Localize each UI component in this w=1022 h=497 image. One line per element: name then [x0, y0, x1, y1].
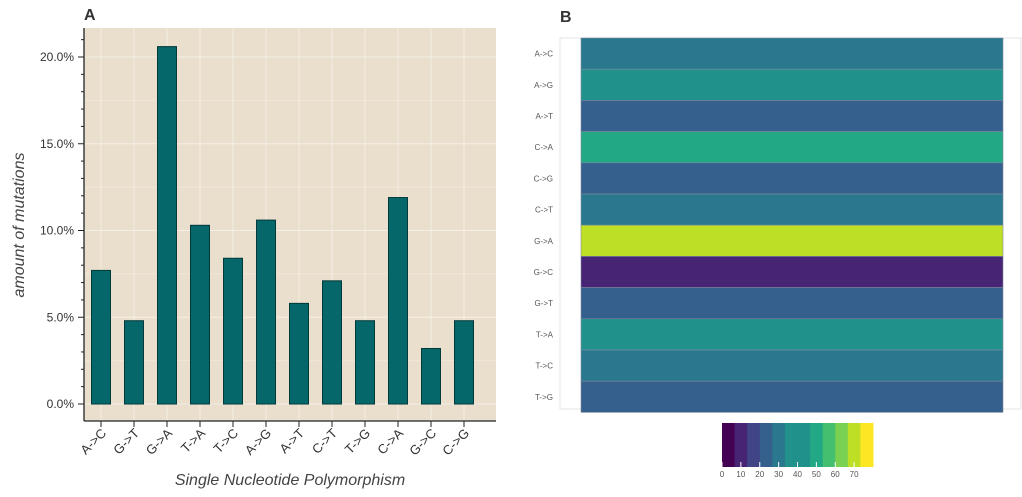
heatmap-cell	[580, 131, 1004, 164]
heatmap-cell	[580, 162, 1004, 195]
panel-b: B A->C A->G A->T C->A C->G C->T G->A G->C G->T T-…	[510, 0, 1022, 492]
bar	[355, 320, 375, 405]
heatmap-cells	[580, 37, 1004, 413]
row-label: T->A	[536, 330, 554, 339]
x-tick-label: G->C	[406, 426, 439, 459]
bar	[421, 347, 441, 405]
heatmap-cell	[580, 287, 1004, 320]
y-tick-label: 15.0%	[40, 137, 74, 151]
x-tick-label: A->G	[242, 426, 274, 458]
colorbar-tick-label: 30	[774, 470, 783, 479]
panel-a-label: A	[84, 7, 96, 24]
colorbar: 0 10 20 30 40 50 60 70	[720, 423, 874, 479]
y-tick-label: 0.0%	[47, 397, 75, 411]
row-label: G->T	[535, 299, 554, 308]
colorbar-segment	[860, 423, 874, 467]
heatmap-cell	[580, 224, 1004, 257]
row-label: T->C	[535, 362, 553, 371]
x-tick-label: C->G	[439, 426, 472, 459]
colorbar-segment	[747, 423, 761, 467]
x-tick-label: A->T	[276, 425, 307, 456]
colorbar-segment	[822, 423, 836, 467]
row-labels: A->C A->G A->T C->A C->G C->T G->A G->C G->T T->A…	[534, 50, 554, 402]
bar-chart: A 0.0%5.0%10.0%15.0%20.0% A->C G->T G->A T-…	[11, 7, 496, 489]
colorbar-segment	[847, 423, 861, 467]
heatmap-cell	[580, 193, 1004, 226]
bar	[388, 197, 408, 405]
x-tick-label: G->T	[110, 425, 142, 457]
heatmap-chart: B A->C A->G A->T C->A C->G C->T G->A G->C G->T T-…	[534, 9, 1022, 479]
bar	[223, 257, 243, 405]
x-tick-label: G->A	[143, 425, 176, 458]
colorbar-tick-label: 40	[793, 470, 802, 479]
colorbar-segment	[784, 423, 798, 467]
heatmap-cell	[580, 349, 1004, 382]
y-ticks: 0.0% 5.0% 10.0% 15.0% 20.0%	[40, 39, 84, 411]
colorbar-segment	[722, 423, 736, 467]
x-tick-label: T->A	[178, 425, 209, 456]
bar	[190, 224, 210, 405]
axes	[83, 28, 496, 422]
row-label: C->G	[534, 174, 553, 183]
colorbar-segment	[835, 423, 849, 467]
colorbar-tick-label: 70	[850, 470, 859, 479]
row-label: A->G	[534, 81, 553, 90]
bar	[289, 302, 309, 405]
colorbar-segment	[772, 423, 786, 467]
bar	[157, 46, 177, 405]
colorbar-segment	[810, 423, 824, 467]
panel-b-label: B	[560, 9, 572, 26]
heatmap-cell	[580, 100, 1004, 132]
colorbar-tick-label: 0	[720, 470, 725, 479]
bar	[91, 269, 111, 405]
row-label: G->C	[534, 268, 554, 277]
heatmap-cell	[580, 318, 1004, 351]
x-tick-label: A->C	[77, 426, 109, 458]
row-label: C->A	[535, 143, 554, 152]
colorbar-segment	[797, 423, 811, 467]
colorbar-tick-label: 60	[831, 470, 840, 479]
heatmap-cell	[580, 256, 1004, 288]
row-label: C->T	[535, 206, 553, 215]
colorbar-tick-label: 10	[736, 470, 745, 479]
y-tick-label: 20.0%	[40, 50, 74, 64]
bar	[256, 219, 276, 405]
colorbar-tick-label: 50	[812, 470, 821, 479]
colorbar-segment	[759, 423, 773, 467]
row-label: T->G	[535, 393, 553, 402]
row-label: A->T	[535, 112, 553, 121]
panel-a: A 0.0% 5.0% 10.0% 15.0% 20.0% A->C G->T G->A T-…	[0, 0, 510, 492]
x-tick-label: C->A	[374, 425, 406, 457]
x-ticks: A->C G->T G->A T->A T->C A->G A->T C->T T->G C->A…	[77, 421, 472, 458]
row-label: G->A	[534, 237, 554, 246]
x-tick-label: C->T	[309, 425, 340, 456]
bars	[91, 46, 474, 405]
bar	[454, 320, 474, 405]
y-tick-label: 5.0%	[47, 310, 75, 324]
y-axis-label: amount of mutations	[11, 153, 28, 298]
x-tick-label: T->C	[210, 426, 241, 457]
bar	[322, 280, 342, 405]
y-tick-label: 10.0%	[40, 224, 74, 238]
row-label: A->C	[535, 50, 554, 59]
bar	[124, 320, 144, 405]
colorbar-tick-label: 20	[755, 470, 764, 479]
colorbar-segment	[734, 423, 748, 467]
heatmap-cell	[580, 68, 1004, 101]
heatmap-cell	[580, 37, 1004, 70]
x-tick-label: T->G	[342, 426, 373, 457]
x-axis-label: Single Nucleotide Polymorphism	[175, 472, 405, 489]
heatmap-cell	[580, 380, 1004, 413]
